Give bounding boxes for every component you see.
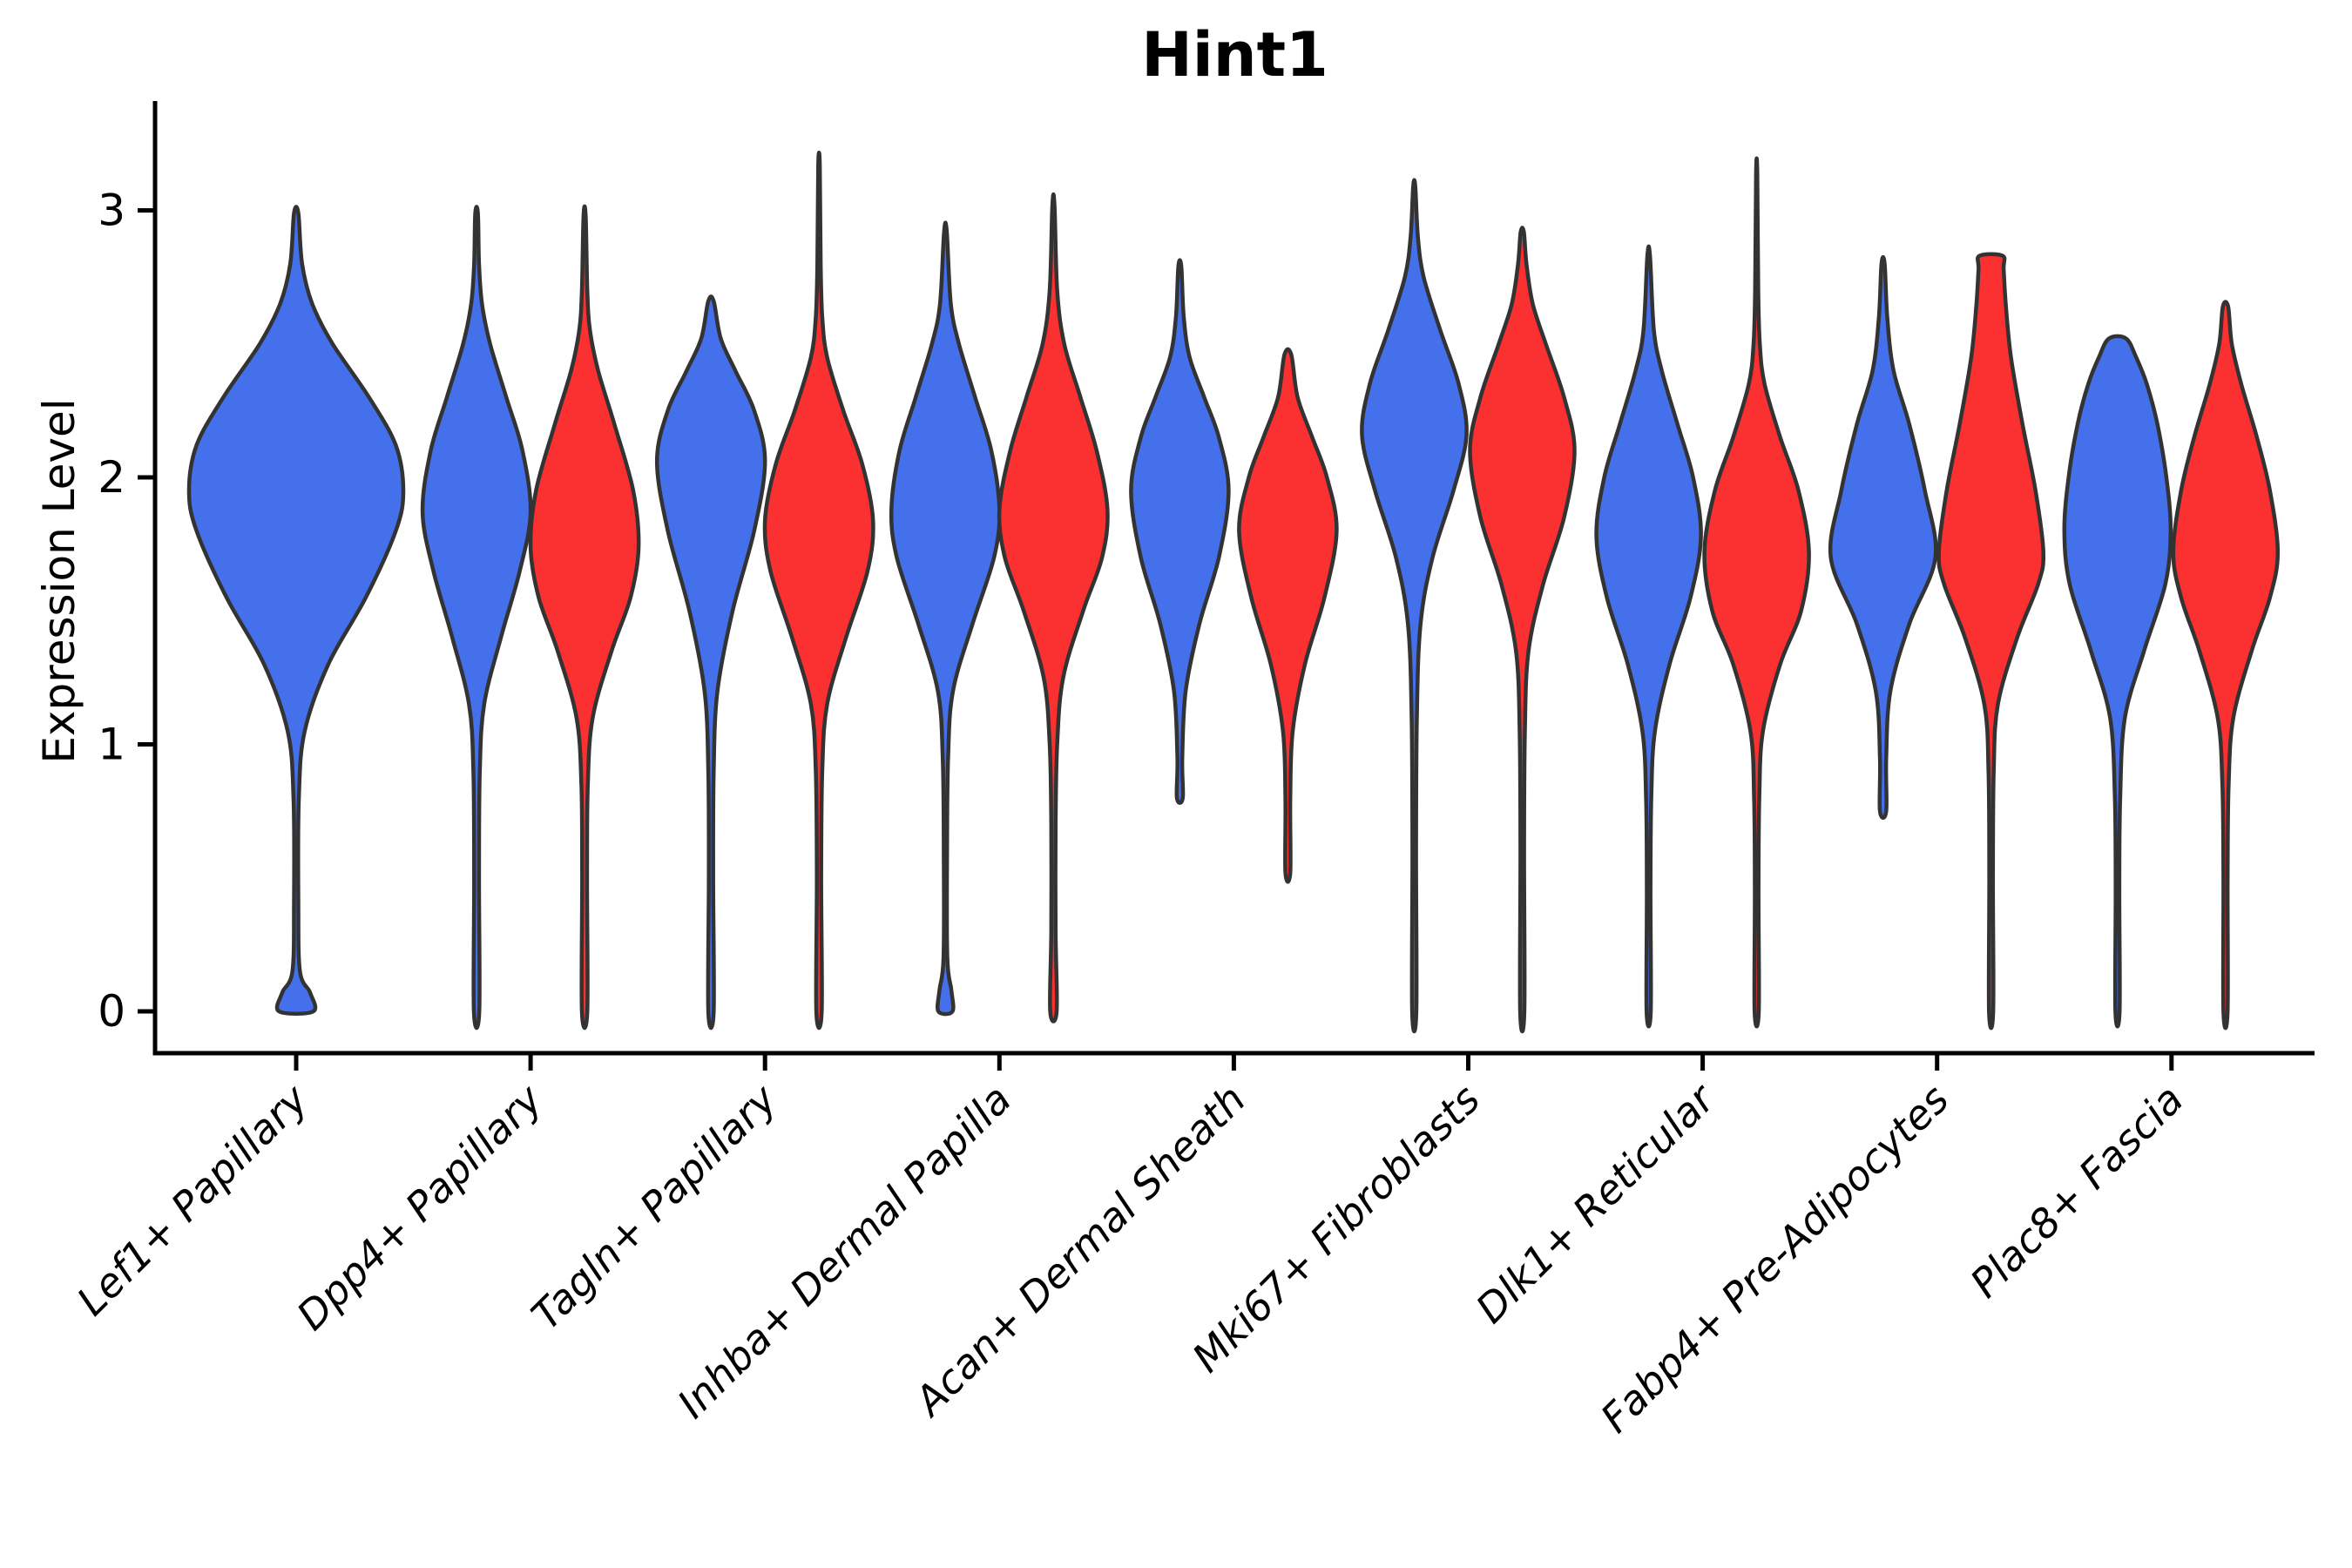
violin-dpp4-papillary-red bbox=[528, 204, 641, 1031]
violin-fabp4-pre-adipocytes-blue bbox=[1828, 254, 1938, 820]
violin-mki67-fibroblasts-blue bbox=[1360, 178, 1469, 1033]
x-tick-label-dlk1-reticular: Dlk1+ Reticular bbox=[1467, 1073, 1726, 1332]
violin-tagln-papillary-red bbox=[762, 150, 875, 1031]
violin-dpp4-papillary-blue bbox=[420, 205, 533, 1031]
violin-plac8-fascia-red bbox=[2171, 300, 2281, 1031]
x-tick-label-plac8-fascia: Plac8+ Fascia bbox=[1961, 1076, 2192, 1307]
violin-lef1-papillary-blue bbox=[186, 205, 406, 1016]
y-tick-label: 2 bbox=[98, 452, 125, 503]
y-tick-label: 1 bbox=[98, 720, 125, 770]
x-tick-label-tagln-papillary: Tagln+ Papillary bbox=[523, 1075, 787, 1339]
violin-dlk1-reticular-red bbox=[1702, 156, 1811, 1029]
violin-acan-dermal-sheath-blue bbox=[1129, 258, 1231, 805]
violin-fabp4-pre-adipocytes-red bbox=[1936, 252, 2046, 1031]
violin-inhba-dermal-papilla-blue bbox=[889, 220, 1002, 1017]
x-tick-label-dpp4-papillary: Dpp4+ Papillary bbox=[287, 1075, 551, 1339]
violin-tagln-papillary-blue bbox=[654, 294, 767, 1031]
y-tick-label: 3 bbox=[98, 186, 125, 236]
chart-title: Hint1 bbox=[1141, 19, 1328, 91]
violin-acan-dermal-sheath-red bbox=[1237, 347, 1339, 884]
violin-mki67-fibroblasts-red bbox=[1468, 226, 1577, 1033]
x-tick-label-lef1-papillary: Lef1+ Papillary bbox=[68, 1075, 317, 1324]
violin-inhba-dermal-papilla-red bbox=[997, 192, 1110, 1024]
y-tick-label: 0 bbox=[98, 986, 125, 1037]
violin-dlk1-reticular-blue bbox=[1594, 244, 1703, 1029]
violin-plac8-fascia-blue bbox=[2062, 334, 2173, 1029]
